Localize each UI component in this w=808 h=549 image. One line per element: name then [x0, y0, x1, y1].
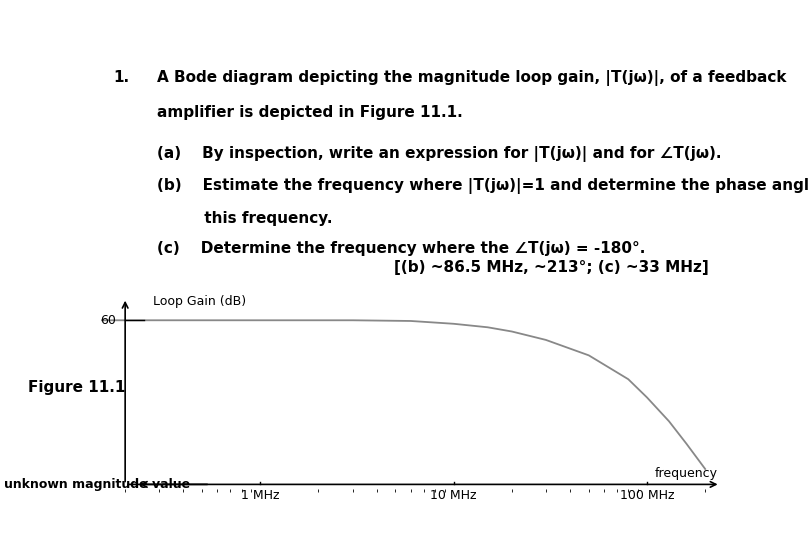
- Text: [(b) ~86.5 MHz, ~213°; (c) ~33 MHz]: [(b) ~86.5 MHz, ~213°; (c) ~33 MHz]: [393, 260, 709, 276]
- Text: (b)    Estimate the frequency where |T(jω)|=1 and determine the phase angle at: (b) Estimate the frequency where |T(jω)|…: [158, 178, 808, 194]
- Text: 1 MHz: 1 MHz: [241, 489, 280, 502]
- Text: frequency: frequency: [654, 467, 718, 480]
- Text: this frequency.: this frequency.: [158, 211, 333, 226]
- Text: 60: 60: [100, 314, 116, 327]
- Text: Figure 11.1: Figure 11.1: [28, 379, 126, 395]
- Text: 10 MHz: 10 MHz: [431, 489, 477, 502]
- Text: amplifier is depicted in Figure 11.1.: amplifier is depicted in Figure 11.1.: [158, 105, 463, 120]
- Text: (c)    Determine the frequency where the ∠T(jω) = -180°.: (c) Determine the frequency where the ∠T…: [158, 241, 646, 256]
- Text: 100 MHz: 100 MHz: [620, 489, 674, 502]
- Text: A Bode diagram depicting the magnitude loop gain, |T(jω)|, of a feedback: A Bode diagram depicting the magnitude l…: [158, 70, 787, 86]
- Text: unknown magnitude value: unknown magnitude value: [4, 478, 190, 491]
- Text: 1.: 1.: [113, 70, 129, 85]
- Text: Loop Gain (dB): Loop Gain (dB): [154, 295, 246, 308]
- Text: (a)    By inspection, write an expression for |T(jω)| and for ∠T(jω).: (a) By inspection, write an expression f…: [158, 146, 722, 162]
